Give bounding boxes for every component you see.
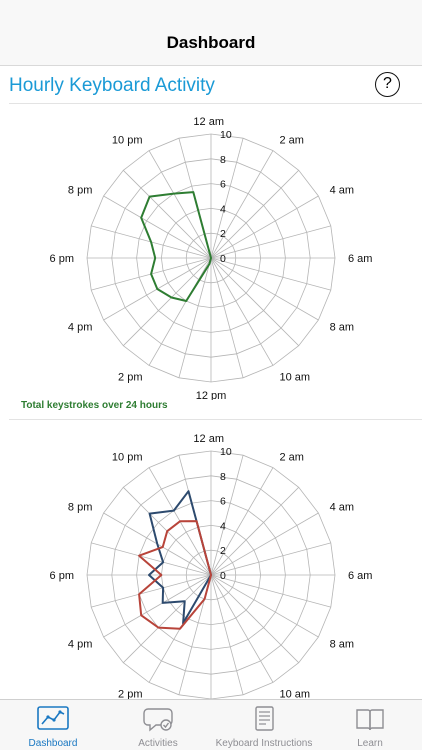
line-chart-icon [37, 706, 69, 730]
hour-label: 10 am [280, 372, 311, 384]
grid-spoke [210, 542, 331, 576]
grid-spoke [210, 487, 299, 576]
grid-spoke [210, 574, 319, 638]
grid-spoke [210, 225, 331, 259]
grid-spoke [210, 574, 331, 608]
tab-keyboard-instructions[interactable]: Keyboard Instructions [210, 700, 318, 750]
grid-spoke [91, 574, 212, 608]
grid-spoke [210, 574, 299, 663]
radial-tick-label: 4 [220, 520, 226, 532]
hour-label: 4 am [330, 185, 354, 197]
radial-tick-label: 10 [220, 129, 232, 141]
hour-label: 6 am [348, 570, 372, 582]
hour-label: 2 pm [118, 689, 142, 699]
hour-label: 8 pm [68, 502, 92, 514]
grid-spoke [210, 257, 319, 321]
hour-label: 6 pm [50, 570, 74, 582]
hour-label: 10 pm [112, 451, 143, 463]
page-title: Dashboard [166, 33, 256, 52]
hour-label: 6 pm [50, 253, 74, 265]
book-icon [356, 709, 384, 731]
hour-label: 4 am [330, 502, 354, 514]
hour-label: 12 am [193, 433, 224, 445]
grid-spoke [210, 195, 319, 259]
hour-label: 4 pm [68, 639, 92, 651]
radial-tick-label: 0 [220, 570, 226, 582]
radial-tick-label: 10 [220, 446, 232, 458]
grid-spoke [210, 257, 244, 378]
tab-learn[interactable]: Learn [318, 700, 422, 750]
tab-label: Keyboard Instructions [215, 738, 313, 749]
divider [9, 103, 422, 104]
grid-spoke [210, 574, 244, 695]
grid-spoke [91, 542, 212, 576]
tab-activities[interactable]: Activities [106, 700, 210, 750]
section-title: Hourly Keyboard Activity [9, 75, 215, 96]
hour-label: 8 pm [68, 185, 92, 197]
radial-tick-label: 2 [220, 228, 226, 240]
grid-spoke [123, 574, 212, 663]
hour-label: 4 pm [68, 322, 92, 334]
hour-label: 8 am [330, 322, 354, 334]
grid-spoke [210, 257, 299, 346]
chat-check-icon [143, 708, 173, 732]
tab-label: Learn [357, 738, 383, 749]
radial-tick-label: 6 [220, 179, 226, 191]
divider [9, 419, 422, 420]
tab-label: Dashboard [28, 738, 78, 749]
hour-label: 12 am [193, 116, 224, 128]
series-line-0 [140, 191, 212, 302]
grid-spoke [178, 257, 212, 378]
grid-spoke [210, 574, 274, 683]
grid-spoke [123, 170, 212, 259]
tab-bar: Dashboard Activities Keyboard Instructio… [0, 699, 422, 750]
hour-label: 12 pm [196, 390, 227, 400]
hour-label: 6 am [348, 253, 372, 265]
grid-spoke [210, 257, 274, 366]
radial-tick-label: 0 [220, 253, 226, 265]
tab-dashboard[interactable]: Dashboard [0, 700, 106, 750]
grid-spoke [210, 170, 299, 259]
hour-label: 10 pm [112, 134, 143, 146]
grid-spoke [210, 512, 319, 576]
grid-spoke [148, 150, 212, 259]
grid-spoke [210, 455, 244, 576]
grid-spoke [103, 195, 212, 259]
hour-label: 8 am [330, 639, 354, 651]
radial-tick-label: 8 [220, 154, 226, 166]
chart-caption: Total keystrokes over 24 hours [21, 400, 168, 411]
document-icon [255, 706, 274, 731]
hour-label: 10 am [280, 689, 311, 699]
radial-tick-label: 8 [220, 471, 226, 483]
grid-spoke [210, 138, 244, 259]
grid-spoke [103, 574, 212, 638]
series-line-0 [148, 490, 212, 625]
radial-tick-label: 4 [220, 203, 226, 215]
radial-tick-label: 6 [220, 496, 226, 508]
help-button[interactable]: ? [375, 72, 400, 97]
radar-grid [86, 450, 336, 699]
grid-spoke [210, 150, 274, 259]
grid-spoke [210, 467, 274, 576]
hour-label: 2 am [280, 451, 304, 463]
navigation-bar: Dashboard [0, 0, 422, 66]
tab-label: Activities [138, 738, 178, 749]
radial-tick-label: 2 [220, 545, 226, 557]
hour-label: 2 am [280, 134, 304, 146]
grid-spoke [123, 257, 212, 346]
grid-spoke [148, 257, 212, 366]
grid-spoke [210, 257, 331, 291]
series-line-1 [138, 520, 212, 630]
hour-label: 2 pm [118, 372, 142, 384]
section-header: Hourly Keyboard Activity [0, 66, 422, 106]
